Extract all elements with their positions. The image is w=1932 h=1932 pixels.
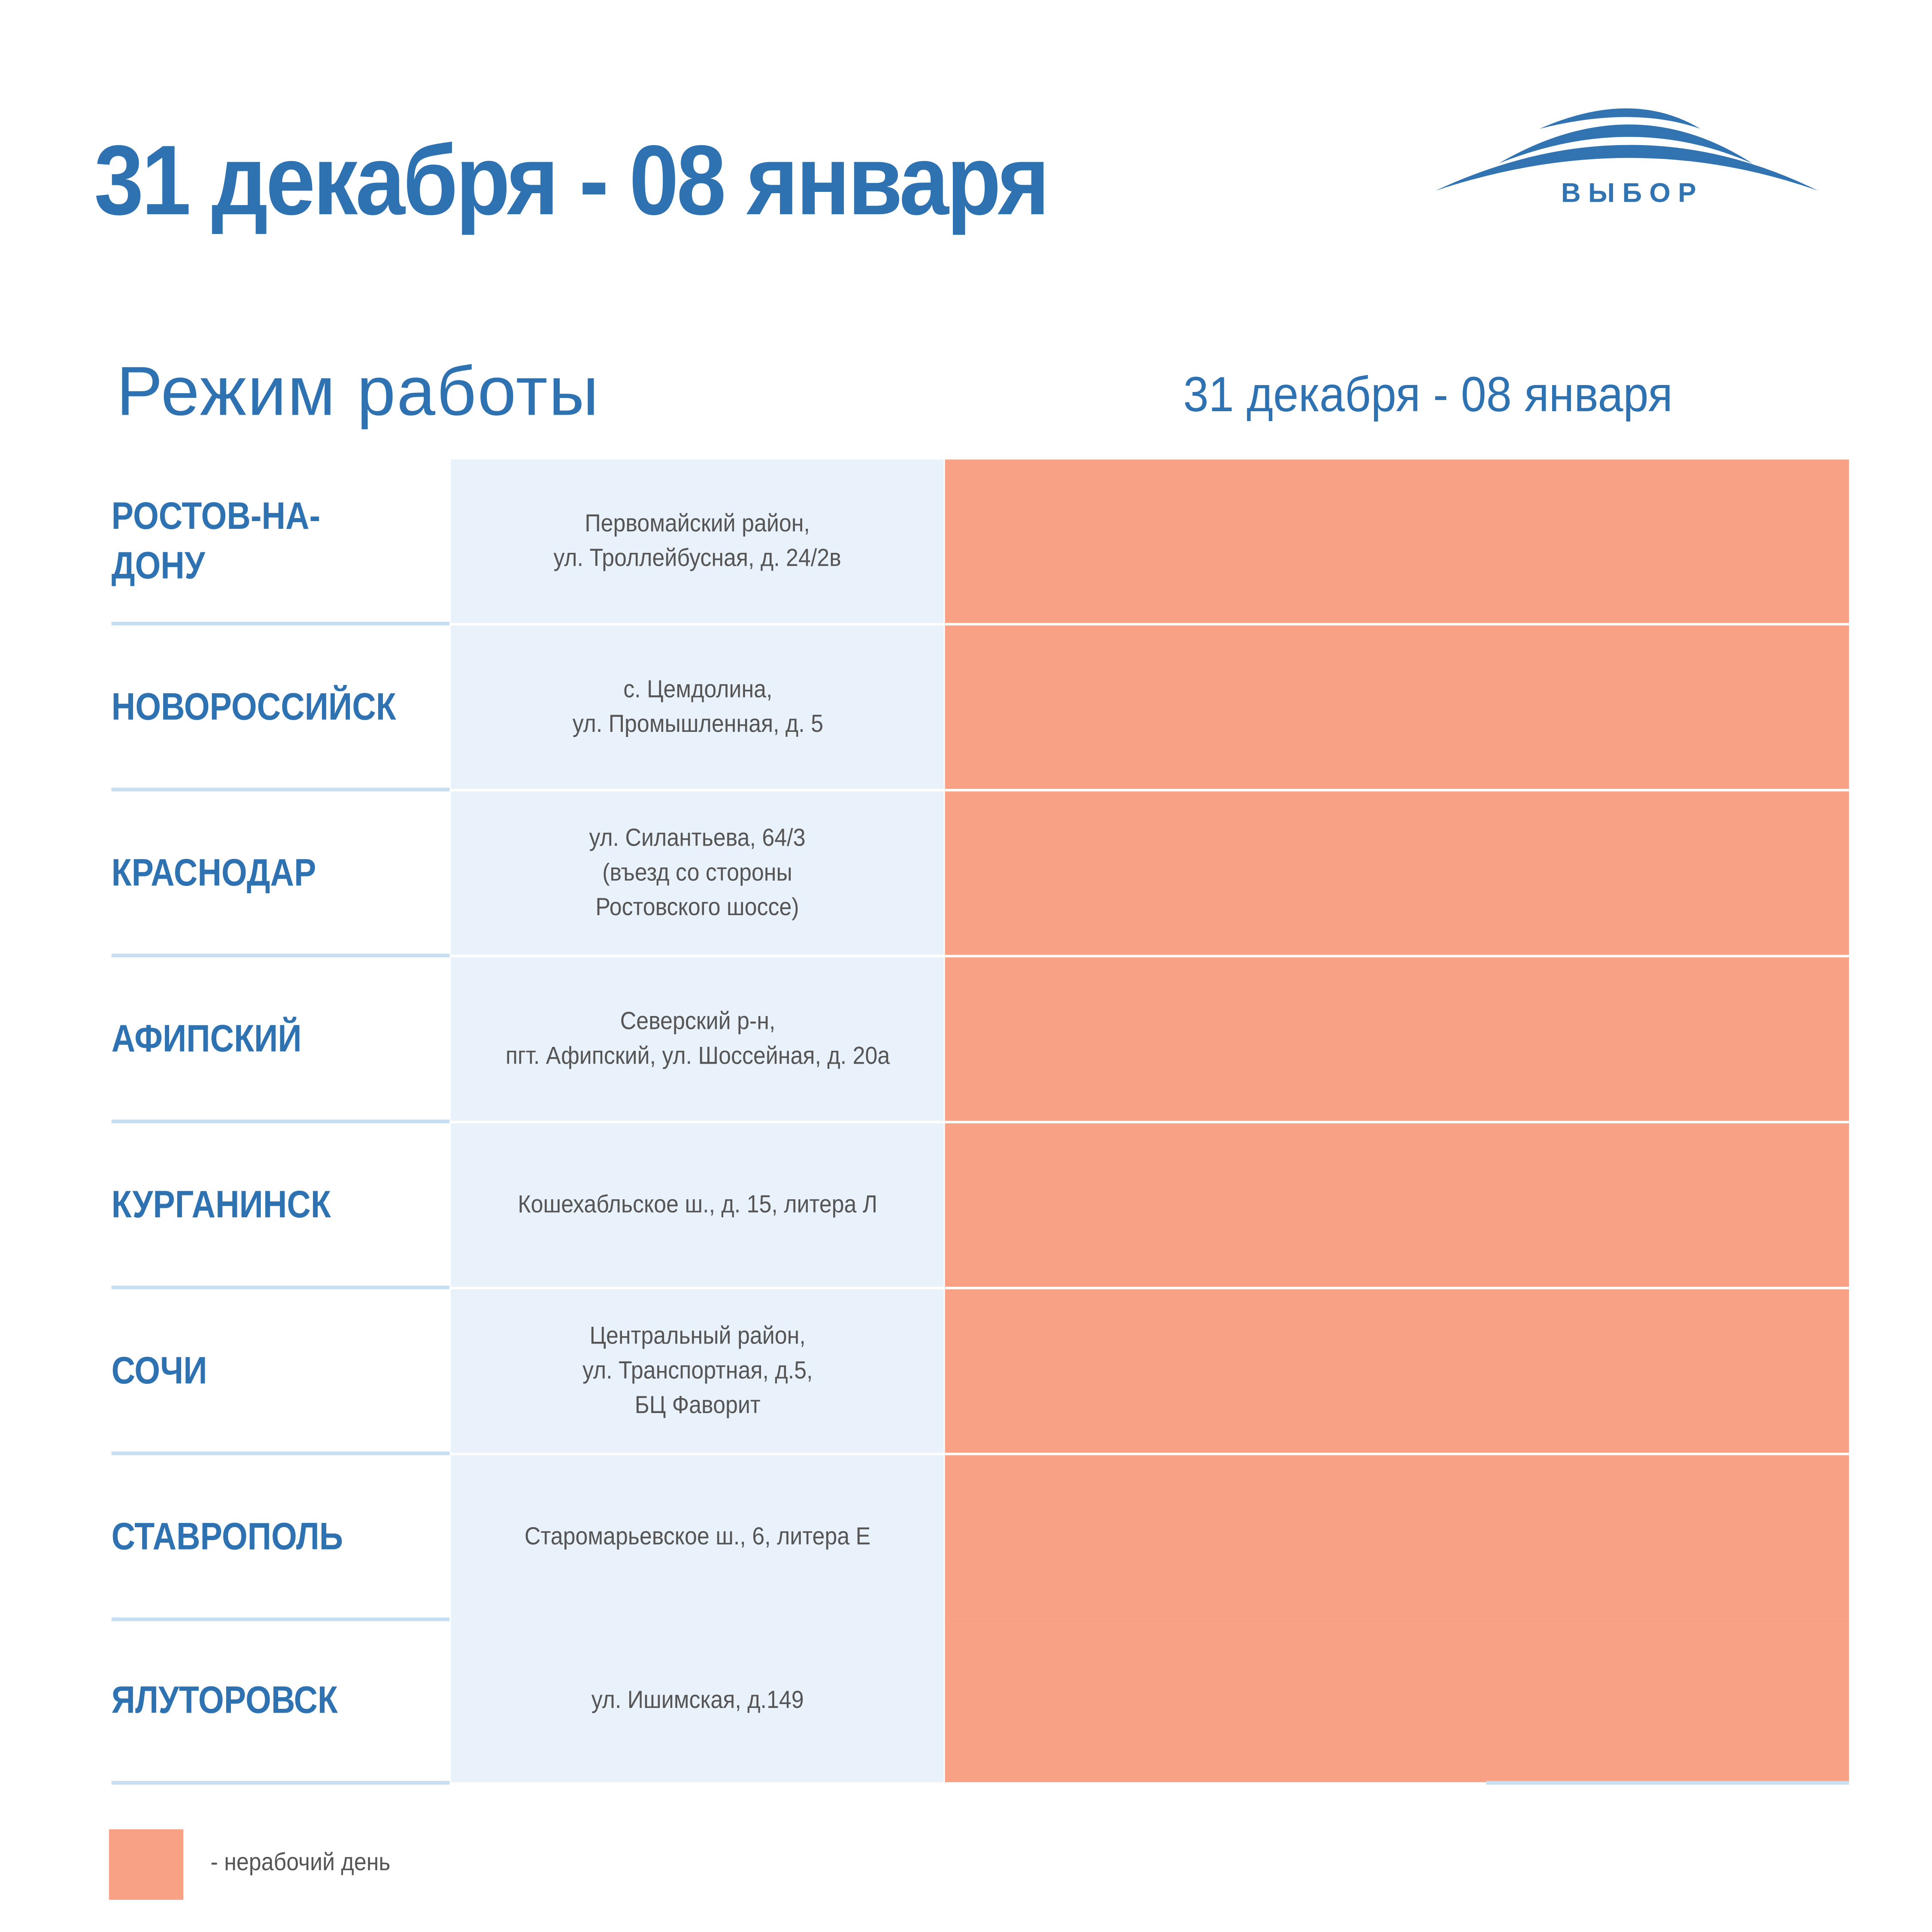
section-title: Режим работы (116, 352, 600, 430)
city-label: КУРГАНИНСК (111, 1182, 331, 1226)
table-row: СТАВРОПОЛЬ Старомарьевское ш., 6, литера… (111, 1455, 1849, 1621)
city-name: СОЧИ (111, 1289, 450, 1456)
table-row: СОЧИ Центральный район, ул. Транспортная… (111, 1289, 1849, 1456)
address-cell: Северский р-н, пгт. Афипский, ул. Шоссей… (451, 957, 944, 1121)
address-cell: Первомайский район, ул. Троллейбусная, д… (451, 459, 944, 623)
vybor-logo: ВЫБОР (1435, 108, 1818, 208)
address-cell: ул. Ишимская, д.149 (451, 1619, 944, 1782)
column-heading: 31 декабря - 08 января (1183, 367, 1673, 422)
table-row: НОВОРОССИЙСК с. Цемдолина, ул. Промышлен… (111, 625, 1849, 792)
address-text: Кошехабльское ш., д. 15, литера Л (517, 1191, 877, 1219)
table-row: ЯЛУТОРОВСК ул. Ишимская, д.149 (111, 1619, 1849, 1785)
address-cell: Кошехабльское ш., д. 15, литера Л (451, 1123, 944, 1287)
legend-swatch-non-working (109, 1829, 184, 1900)
city-name: КРАСНОДАР (111, 792, 450, 958)
address-text: ул. Силантьева, 64/3 (въезд со стороны Р… (589, 825, 806, 922)
address-text: Первомайский район, ул. Троллейбусная, д… (553, 510, 841, 573)
address-cell: Старомарьевское ш., 6, литера Е (451, 1455, 944, 1619)
address-text: Старомарьевское ш., 6, литера Е (524, 1523, 870, 1551)
status-cell-non-working (945, 957, 1849, 1121)
city-label: СОЧИ (111, 1348, 207, 1392)
page-title: 31 декабря - 08 января (94, 125, 1049, 236)
city-name: КУРГАНИНСК (111, 1123, 450, 1289)
address-text: Северский р-н, пгт. Афипский, ул. Шоссей… (505, 1008, 890, 1070)
status-cell-non-working (945, 459, 1849, 623)
city-label: ЯЛУТОРОВСК (111, 1677, 338, 1721)
table-row: РОСТОВ-НА- ДОНУ Первомайский район, ул. … (111, 459, 1849, 626)
city-name: АФИПСКИЙ (111, 957, 450, 1123)
address-text: Центральный район, ул. Транспортная, д.5… (582, 1322, 813, 1419)
city-name: НОВОРОССИЙСК (111, 625, 450, 792)
city-label: АФИПСКИЙ (111, 1016, 302, 1060)
city-name: СТАВРОПОЛЬ (111, 1455, 450, 1621)
legend-label: - нерабочий день (210, 1849, 391, 1877)
city-label: КРАСНОДАР (111, 850, 316, 894)
divider (1486, 1781, 1849, 1785)
table-row: КУРГАНИНСК Кошехабльское ш., д. 15, лите… (111, 1123, 1849, 1289)
status-cell-non-working (945, 1289, 1849, 1453)
logo-text: ВЫБОР (1561, 178, 1704, 208)
address-text: с. Цемдолина, ул. Промышленная, д. 5 (572, 676, 823, 738)
address-text: ул. Ишимская, д.149 (591, 1686, 804, 1714)
status-cell-non-working (945, 1455, 1849, 1619)
city-name: ЯЛУТОРОВСК (111, 1619, 450, 1785)
city-label: СТАВРОПОЛЬ (111, 1514, 343, 1558)
city-label: НОВОРОССИЙСК (111, 684, 396, 728)
address-cell: Центральный район, ул. Транспортная, д.5… (451, 1289, 944, 1453)
address-cell: с. Цемдолина, ул. Промышленная, д. 5 (451, 625, 944, 789)
status-cell-non-working (945, 791, 1849, 955)
status-cell-non-working (945, 1123, 1849, 1287)
table-row: АФИПСКИЙ Северский р-н, пгт. Афипский, у… (111, 957, 1849, 1123)
city-name: РОСТОВ-НА- ДОНУ (111, 459, 450, 626)
address-cell: ул. Силантьева, 64/3 (въезд со стороны Р… (451, 791, 944, 955)
status-cell-non-working (945, 625, 1849, 789)
status-cell-non-working (945, 1619, 1849, 1782)
city-label: РОСТОВ-НА- ДОНУ (111, 493, 321, 587)
table-row: КРАСНОДАР ул. Силантьева, 64/3 (въезд со… (111, 791, 1849, 958)
